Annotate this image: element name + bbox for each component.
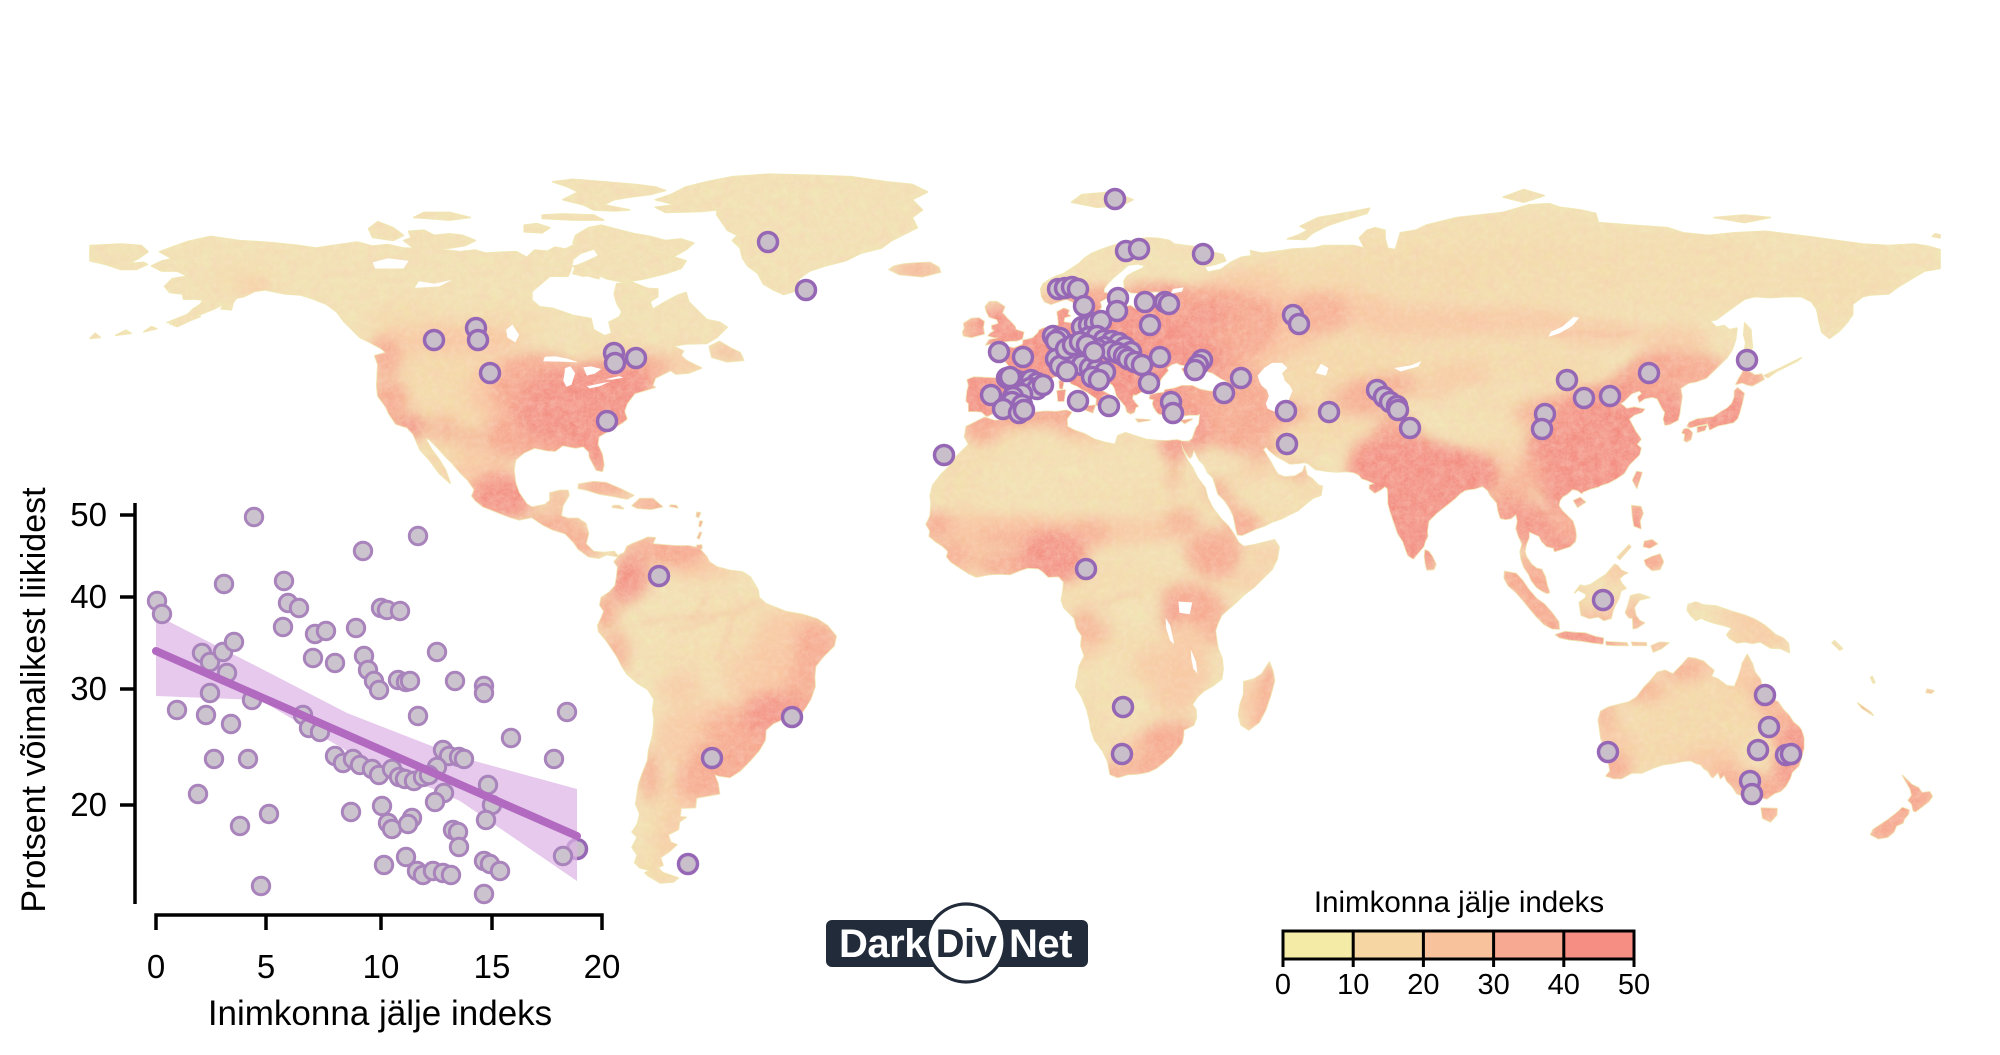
svg-text:30: 30 <box>70 670 107 707</box>
svg-text:20: 20 <box>584 948 621 985</box>
svg-text:50: 50 <box>70 496 107 533</box>
svg-text:Protsent võimalikest liikidest: Protsent võimalikest liikidest <box>15 487 53 913</box>
svg-text:30: 30 <box>1477 969 1509 1001</box>
svg-text:20: 20 <box>1407 969 1439 1001</box>
svg-text:20: 20 <box>70 786 107 823</box>
svg-text:0: 0 <box>147 948 165 985</box>
svg-text:40: 40 <box>70 578 107 615</box>
svg-text:40: 40 <box>1548 969 1580 1001</box>
svg-text:Dark: Dark <box>839 922 927 966</box>
svg-text:15: 15 <box>474 948 511 985</box>
svg-text:10: 10 <box>1337 969 1369 1001</box>
svg-text:Inimkonna jälje indeks: Inimkonna jälje indeks <box>208 994 552 1033</box>
svg-text:Net: Net <box>1009 922 1072 966</box>
svg-text:Inimkonna jälje indeks: Inimkonna jälje indeks <box>1314 886 1604 919</box>
svg-text:Div: Div <box>936 922 998 966</box>
svg-text:10: 10 <box>363 948 400 985</box>
svg-text:50: 50 <box>1618 969 1650 1001</box>
svg-text:5: 5 <box>257 948 275 985</box>
svg-text:0: 0 <box>1275 969 1291 1001</box>
